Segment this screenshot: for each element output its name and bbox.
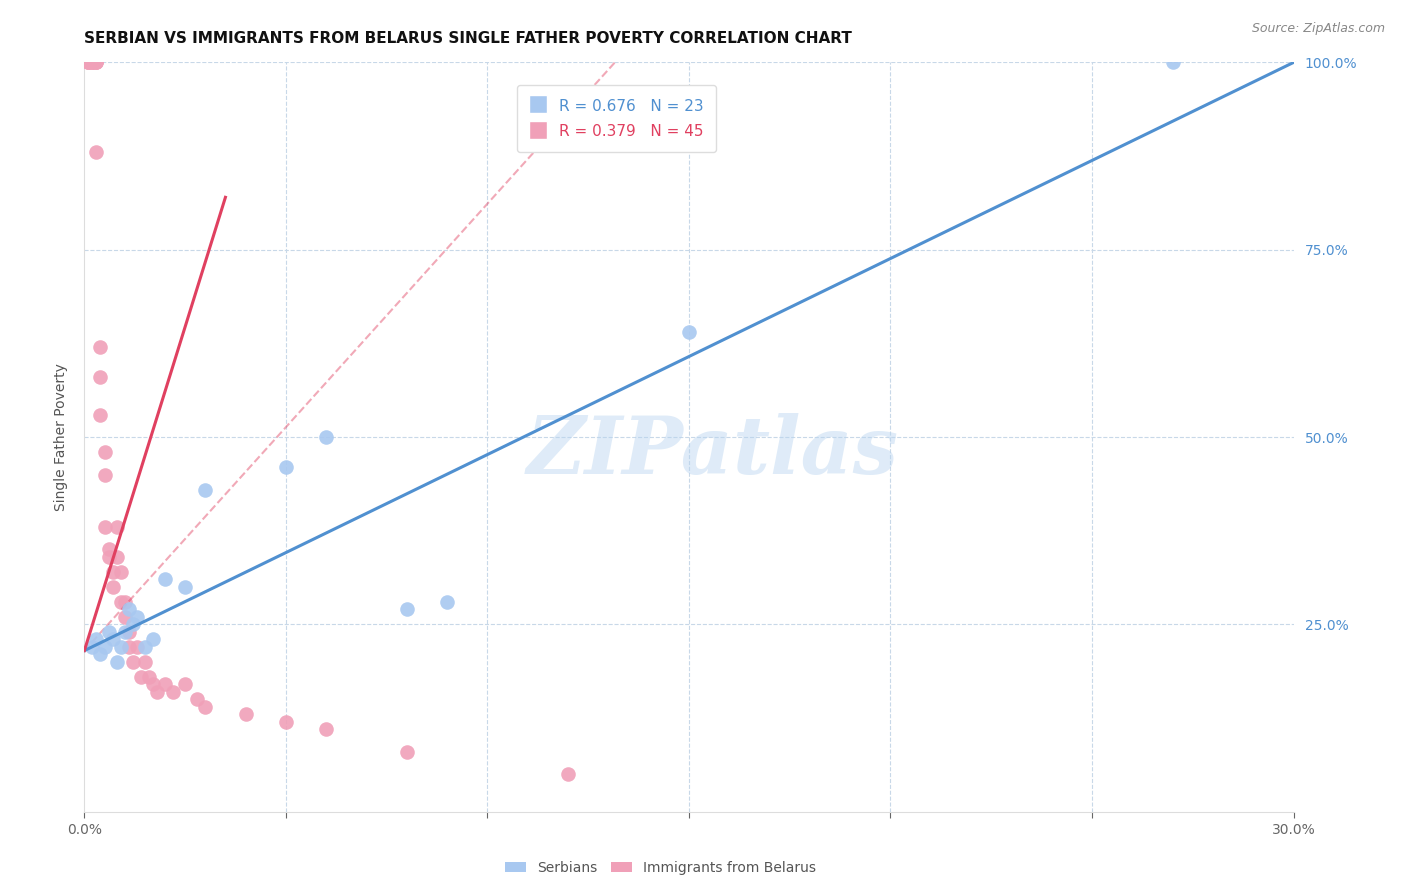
Serbians (194, 483, 217, 497)
Serbians (89, 648, 111, 662)
Serbians (142, 632, 165, 647)
Immigrants from Belarus (118, 640, 141, 654)
Immigrants from Belarus (110, 595, 132, 609)
Serbians (118, 602, 141, 616)
Immigrants from Belarus (77, 55, 100, 70)
Immigrants from Belarus (89, 408, 111, 422)
Immigrants from Belarus (235, 707, 257, 722)
Serbians (125, 610, 148, 624)
Immigrants from Belarus (82, 55, 104, 70)
Immigrants from Belarus (86, 55, 108, 70)
Immigrants from Belarus (93, 520, 115, 534)
Legend: R = 0.676   N = 23, R = 0.379   N = 45: R = 0.676 N = 23, R = 0.379 N = 45 (516, 85, 716, 153)
Serbians (678, 325, 700, 339)
Serbians (1161, 55, 1184, 70)
Immigrants from Belarus (86, 145, 108, 160)
Serbians (110, 640, 132, 654)
Serbians (86, 632, 108, 647)
Serbians (134, 640, 156, 654)
Serbians (153, 573, 176, 587)
Immigrants from Belarus (101, 580, 124, 594)
Immigrants from Belarus (194, 699, 217, 714)
Immigrants from Belarus (89, 370, 111, 384)
Immigrants from Belarus (77, 55, 100, 70)
Immigrants from Belarus (82, 55, 104, 70)
Text: ZIPatlas: ZIPatlas (527, 413, 900, 491)
Legend: Serbians, Immigrants from Belarus: Serbians, Immigrants from Belarus (499, 855, 823, 880)
Immigrants from Belarus (101, 565, 124, 579)
Immigrants from Belarus (557, 767, 579, 781)
Immigrants from Belarus (97, 549, 120, 564)
Immigrants from Belarus (142, 677, 165, 691)
Immigrants from Belarus (395, 745, 418, 759)
Serbians (121, 617, 143, 632)
Immigrants from Belarus (129, 670, 152, 684)
Immigrants from Belarus (93, 445, 115, 459)
Immigrants from Belarus (86, 55, 108, 70)
Immigrants from Belarus (162, 685, 184, 699)
Immigrants from Belarus (93, 467, 115, 482)
Serbians (105, 655, 128, 669)
Text: SERBIAN VS IMMIGRANTS FROM BELARUS SINGLE FATHER POVERTY CORRELATION CHART: SERBIAN VS IMMIGRANTS FROM BELARUS SINGL… (84, 31, 852, 46)
Y-axis label: Single Father Poverty: Single Father Poverty (55, 363, 69, 511)
Serbians (395, 602, 418, 616)
Immigrants from Belarus (82, 55, 104, 70)
Immigrants from Belarus (134, 655, 156, 669)
Serbians (315, 430, 337, 444)
Immigrants from Belarus (138, 670, 160, 684)
Immigrants from Belarus (125, 640, 148, 654)
Immigrants from Belarus (174, 677, 197, 691)
Serbians (97, 624, 120, 639)
Immigrants from Belarus (105, 549, 128, 564)
Serbians (82, 640, 104, 654)
Immigrants from Belarus (146, 685, 169, 699)
Immigrants from Belarus (110, 565, 132, 579)
Immigrants from Belarus (315, 723, 337, 737)
Immigrants from Belarus (121, 655, 143, 669)
Immigrants from Belarus (77, 55, 100, 70)
Serbians (114, 624, 136, 639)
Immigrants from Belarus (274, 714, 297, 729)
Serbians (101, 632, 124, 647)
Immigrants from Belarus (97, 542, 120, 557)
Immigrants from Belarus (89, 340, 111, 354)
Immigrants from Belarus (114, 610, 136, 624)
Serbians (436, 595, 458, 609)
Serbians (274, 460, 297, 475)
Immigrants from Belarus (153, 677, 176, 691)
Immigrants from Belarus (114, 595, 136, 609)
Text: Source: ZipAtlas.com: Source: ZipAtlas.com (1251, 22, 1385, 36)
Serbians (174, 580, 197, 594)
Serbians (93, 640, 115, 654)
Immigrants from Belarus (186, 692, 208, 706)
Immigrants from Belarus (86, 55, 108, 70)
Immigrants from Belarus (105, 520, 128, 534)
Immigrants from Belarus (118, 624, 141, 639)
